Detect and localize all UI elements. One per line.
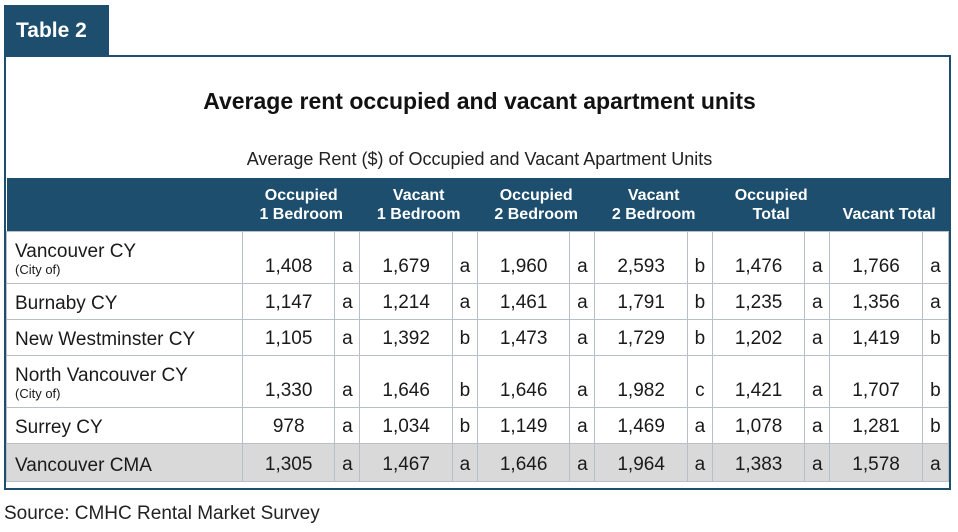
quality-code: a [451, 231, 478, 284]
rent-value: 1,147 [241, 283, 336, 320]
header-blank [6, 178, 243, 232]
table-subtitle: Average Rent ($) of Occupied and Vacant … [246, 149, 713, 169]
rent-value: 1,105 [241, 319, 336, 356]
table-frame [4, 55, 951, 490]
quality-code: a [334, 443, 361, 482]
quality-code: b [451, 319, 478, 356]
rent-table: Occupied 1 Bedroom Vacant 1 Bedroom Occupi… [6, 178, 950, 482]
rent-value: 1,960 [476, 231, 571, 284]
rent-value: 1,235 [711, 283, 806, 320]
col-header: Vacant Total [829, 178, 949, 232]
row-label: Vancouver CMA [6, 443, 243, 482]
rent-value: 1,469 [594, 407, 688, 444]
quality-code: a [451, 443, 478, 482]
rent-value: 1,408 [241, 231, 336, 284]
quality-code: a [804, 355, 831, 408]
rent-value: 2,593 [594, 231, 688, 284]
quality-code: b [686, 319, 713, 356]
quality-code: b [686, 283, 713, 320]
table-title: Average rent occupied and vacant apartme… [203, 88, 756, 114]
header-row: Occupied 1 Bedroom Vacant 1 Bedroom Occupi… [6, 178, 949, 232]
row-label: New Westminster CY [6, 319, 243, 356]
quality-code: a [569, 355, 596, 408]
rent-value: 1,646 [476, 443, 571, 482]
table-row: Burnaby CY 1,147 a 1,214 a 1,461 a 1,791 b 1… [6, 283, 950, 320]
quality-code: a [451, 283, 478, 320]
quality-code: b [451, 355, 478, 408]
rent-value: 1,473 [476, 319, 571, 356]
rent-value: 1,281 [829, 407, 923, 444]
quality-code: a [569, 443, 596, 482]
rent-value: 1,707 [829, 355, 923, 408]
row-label: Surrey CY [6, 407, 243, 444]
quality-code: a [921, 283, 950, 320]
row-label: North Vancouver CY (City of) [6, 355, 243, 408]
rent-value: 1,964 [594, 443, 688, 482]
rent-value: 1,679 [359, 231, 453, 284]
rent-value: 1,383 [711, 443, 806, 482]
quality-code: b [451, 407, 478, 444]
table-row-total: Vancouver CMA 1,305 a 1,467 a 1,646 a 1,964… [6, 443, 950, 482]
quality-code: a [804, 407, 831, 444]
row-label: Burnaby CY [6, 283, 243, 320]
quality-code: a [569, 407, 596, 444]
quality-code: a [334, 355, 361, 408]
rent-value: 1,791 [594, 283, 688, 320]
rent-value: 1,202 [711, 319, 806, 356]
rent-value: 1,646 [476, 355, 571, 408]
quality-code: b [921, 407, 950, 444]
quality-code: a [334, 319, 361, 356]
quality-code: a [334, 283, 361, 320]
source-note: Source: CMHC Rental Market Survey [4, 503, 320, 524]
quality-code: a [921, 231, 950, 284]
quality-code: b [686, 231, 713, 284]
col-header: Vacant 1 Bedroom [359, 178, 478, 232]
rent-value: 1,578 [829, 443, 923, 482]
quality-code: a [334, 407, 361, 444]
col-header: Occupied Total [712, 178, 830, 232]
rent-value: 1,646 [359, 355, 453, 408]
quality-code: a [686, 443, 713, 482]
row-label: Vancouver CY (City of) [6, 231, 243, 284]
quality-code: a [569, 231, 596, 284]
rent-value: 1,729 [594, 319, 688, 356]
rent-value: 1,476 [711, 231, 806, 284]
rent-value: 1,461 [476, 283, 571, 320]
rent-value: 978 [241, 407, 336, 444]
table-row: Vancouver CY (City of) 1,408 a 1,679 a 1,96… [6, 231, 950, 284]
rent-value: 1,982 [594, 355, 688, 408]
col-header: Vacant 2 Bedroom [594, 178, 713, 232]
rent-value: 1,421 [711, 355, 806, 408]
quality-code: a [686, 407, 713, 444]
rent-value: 1,419 [829, 319, 923, 356]
rent-value: 1,149 [476, 407, 571, 444]
rent-value: 1,392 [359, 319, 453, 356]
col-header: Occupied 1 Bedroom [242, 178, 360, 232]
col-header: Occupied 2 Bedroom [477, 178, 595, 232]
rent-value: 1,305 [241, 443, 336, 482]
quality-code: a [334, 231, 361, 284]
quality-code: a [804, 283, 831, 320]
table-row: North Vancouver CY (City of) 1,330 a 1,646… [6, 355, 950, 408]
rent-value: 1,330 [241, 355, 336, 408]
table-row: New Westminster CY 1,105 a 1,392 b 1,473 a … [6, 319, 950, 356]
quality-code: a [804, 231, 831, 284]
quality-code: a [569, 283, 596, 320]
rent-value: 1,034 [359, 407, 453, 444]
quality-code: a [921, 443, 950, 482]
rent-value: 1,214 [359, 283, 453, 320]
quality-code: b [921, 319, 950, 356]
quality-code: a [569, 319, 596, 356]
table-row: Surrey CY 978 a 1,034 b 1,149 a 1,469 a 1,07… [6, 407, 950, 444]
quality-code: c [686, 355, 713, 408]
table-tab-label: Table 2 [4, 5, 109, 55]
quality-code: a [804, 319, 831, 356]
rent-value: 1,467 [359, 443, 453, 482]
quality-code: a [804, 443, 831, 482]
rent-value: 1,078 [711, 407, 806, 444]
rent-value: 1,766 [829, 231, 923, 284]
rent-value: 1,356 [829, 283, 923, 320]
quality-code: b [921, 355, 950, 408]
